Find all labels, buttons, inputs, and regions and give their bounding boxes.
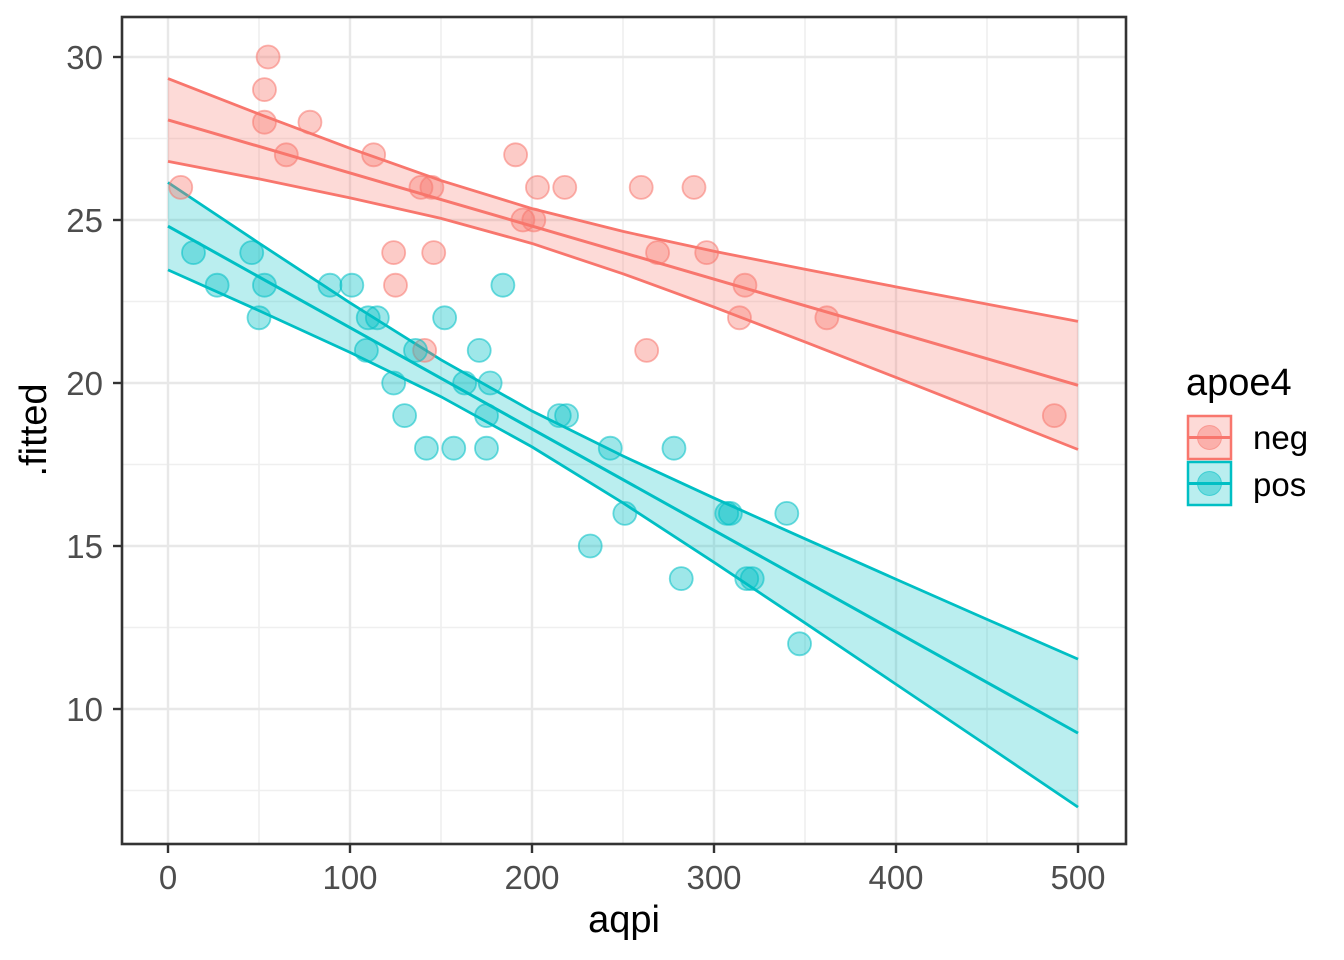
data-point-pos: [353, 337, 379, 363]
data-point-pos: [546, 403, 572, 429]
data-point-neg: [1041, 403, 1067, 429]
ci-ribbon-upper-edge-pos: [167, 181, 1079, 661]
data-point-neg: [252, 77, 277, 102]
legend-key-neg-point: [1197, 425, 1222, 450]
data-point-neg: [552, 174, 578, 200]
data-point-pos: [739, 566, 765, 591]
data-point-neg: [168, 174, 194, 200]
ci-ribbon-lower-edge-pos: [167, 268, 1079, 809]
data-point-pos: [239, 240, 265, 266]
data-point-neg: [814, 305, 840, 331]
y-tick-label: 10: [66, 691, 103, 728]
data-point-neg: [419, 174, 445, 200]
data-point-neg: [634, 337, 660, 363]
data-point-neg: [521, 207, 547, 233]
legend: apoe4 neg pos: [1186, 362, 1308, 507]
data-point-pos: [490, 272, 516, 298]
data-point-pos: [381, 370, 407, 396]
legend-label-neg: neg: [1253, 419, 1308, 456]
data-point-neg: [645, 240, 670, 266]
data-point-pos: [204, 272, 230, 298]
x-tick-label: 0: [159, 859, 177, 896]
data-point-neg: [383, 272, 408, 298]
data-point-pos: [477, 370, 503, 396]
regression-line-pos: [167, 224, 1079, 735]
data-point-neg: [361, 142, 387, 168]
data-point-pos: [403, 337, 428, 363]
data-point-neg: [252, 109, 277, 135]
data-point-pos: [787, 631, 812, 657]
x-tick-label: 300: [686, 859, 741, 896]
data-point-pos: [734, 566, 760, 591]
y-tick-label: 20: [66, 365, 103, 402]
data-point-neg: [421, 240, 447, 266]
points-layer: [168, 44, 1067, 657]
data-point-pos: [612, 501, 638, 526]
data-point-pos: [577, 533, 603, 559]
data-point-pos: [661, 435, 687, 461]
ci-ribbon-upper-edge-neg: [167, 77, 1079, 323]
data-point-neg: [525, 174, 550, 200]
data-point-pos: [717, 501, 743, 526]
data-point-neg: [503, 142, 529, 168]
data-point-pos: [474, 403, 499, 429]
legend-title: apoe4: [1186, 362, 1292, 404]
data-point-pos: [355, 305, 381, 331]
series-layer: [167, 77, 1079, 809]
data-point-neg: [412, 337, 438, 363]
data-point-pos: [597, 435, 623, 461]
data-point-pos: [554, 403, 579, 429]
data-point-pos: [392, 403, 418, 429]
data-point-neg: [694, 240, 720, 266]
ci-ribbon-neg: [168, 78, 1078, 450]
ci-ribbon-pos: [168, 182, 1078, 808]
regression-line-neg: [167, 118, 1079, 387]
x-tick-label: 100: [322, 859, 377, 896]
data-point-pos: [181, 240, 206, 266]
data-point-neg: [273, 142, 299, 168]
y-axis-title: .fitted: [13, 384, 55, 477]
x-tick-label: 500: [1050, 859, 1105, 896]
x-tick-label: 400: [868, 859, 923, 896]
data-point-pos: [668, 566, 694, 591]
y-tick-label: 25: [66, 202, 103, 239]
data-point-neg: [732, 272, 758, 298]
data-point-neg: [681, 174, 707, 200]
legend-key-pos: [1186, 460, 1233, 507]
data-point-pos: [774, 501, 800, 526]
data-point-pos: [414, 435, 439, 461]
data-point-pos: [364, 305, 390, 331]
data-point-neg: [255, 44, 281, 70]
data-point-pos: [441, 435, 467, 461]
ci-ribbon-lower-edge-neg: [167, 159, 1079, 451]
data-point-neg: [297, 109, 323, 135]
data-point-pos: [432, 305, 458, 331]
data-point-pos: [452, 370, 478, 396]
data-point-pos: [339, 272, 365, 298]
data-point-pos: [252, 272, 277, 298]
data-point-neg: [381, 240, 407, 266]
x-tick-label: 200: [504, 859, 559, 896]
legend-key-neg: [1186, 414, 1233, 461]
data-point-neg: [628, 174, 654, 200]
data-point-neg: [727, 305, 752, 331]
data-point-pos: [474, 435, 499, 461]
data-point-pos: [246, 305, 272, 331]
y-tick-label: 15: [66, 528, 103, 565]
x-axis-title: aqpi: [588, 899, 660, 941]
legend-key-pos-point: [1197, 471, 1222, 496]
grid-layer: [122, 17, 1126, 844]
panel-border: [120, 15, 1128, 846]
axis-layer: 0 100 200 300 400 500 30 25 20 15 10: [66, 39, 1105, 896]
legend-label-pos: pos: [1253, 466, 1306, 503]
data-point-pos: [466, 337, 492, 363]
y-tick-label: 30: [66, 39, 103, 76]
data-point-pos: [317, 272, 343, 298]
